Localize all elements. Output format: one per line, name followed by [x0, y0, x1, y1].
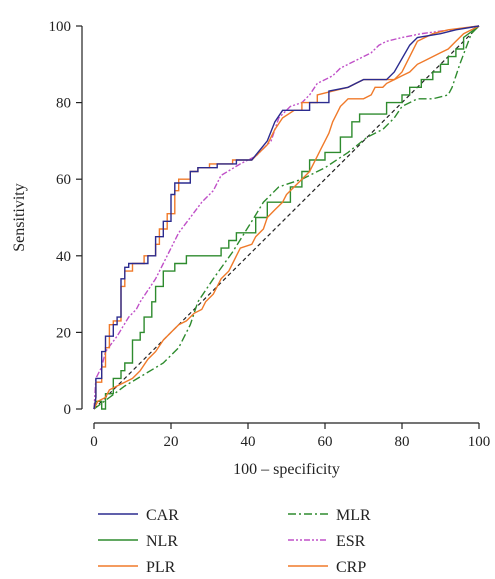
legend-label-plr: PLR	[146, 559, 176, 576]
y-tick-label: 20	[56, 325, 71, 341]
plot-area	[93, 25, 480, 410]
x-tick-label: 100	[468, 434, 491, 450]
legend: CAR NLR PLR MLR ESR CRP	[98, 507, 371, 576]
legend-label-crp: CRP	[336, 559, 366, 576]
x-tick-label: 40	[241, 434, 256, 450]
x-tick-label: 80	[395, 434, 410, 450]
x-tick-label: 20	[164, 434, 179, 450]
series-line-car	[93, 25, 480, 410]
y-tick-label: 60	[56, 172, 71, 188]
x-tick-label: 0	[90, 434, 98, 450]
legend-label-nlr: NLR	[146, 533, 178, 550]
y-tick-label: 80	[56, 96, 71, 112]
x-ticks: 0 20 40 60 80 100	[90, 423, 490, 450]
y-tick-label: 0	[64, 402, 72, 418]
legend-label-esr: ESR	[336, 533, 366, 550]
x-tick-label: 60	[318, 434, 333, 450]
x-axis-title: 100 – specificity	[233, 461, 340, 478]
y-ticks: 0 20 40 60 80 100	[49, 19, 82, 418]
y-tick-label: 40	[56, 249, 71, 265]
series-line-esr	[93, 25, 480, 410]
axes	[81, 26, 479, 424]
y-tick-label: 100	[49, 19, 72, 35]
series-line-nlr	[93, 25, 480, 410]
legend-label-car: CAR	[146, 507, 179, 524]
legend-label-mlr: MLR	[336, 507, 371, 524]
y-axis-title: Sensitivity	[11, 183, 28, 251]
